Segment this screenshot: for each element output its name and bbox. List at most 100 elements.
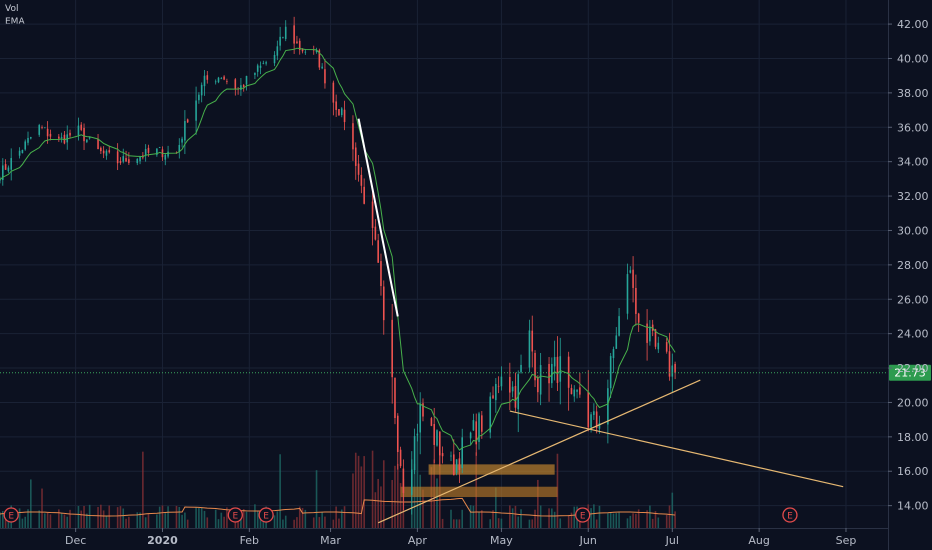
trend-lines: [357, 118, 844, 524]
x-tick-label: Feb: [240, 534, 259, 547]
volume-bar: [298, 506, 301, 528]
candle-body: [377, 240, 379, 263]
volume-bar: [318, 517, 321, 528]
candle-body: [223, 76, 225, 80]
candle-body: [88, 137, 91, 139]
volume-bar: [217, 519, 220, 528]
volume-bar: [551, 508, 553, 528]
candle-body: [567, 356, 570, 388]
candle-body: [100, 147, 102, 152]
candle-body: [119, 161, 122, 163]
zone-rect: [428, 464, 555, 475]
earnings-marker-label: E: [8, 512, 14, 522]
candle-body: [559, 356, 562, 382]
volume-bar: [102, 510, 105, 528]
volume-bar: [573, 506, 576, 528]
candle-body: [293, 25, 295, 44]
volume-bar: [245, 511, 248, 528]
legend-ema[interactable]: EMA: [5, 17, 25, 27]
x-axis[interactable]: Dec 2020 Feb Mar Apr May Jun Jul Aug Sep: [0, 528, 888, 547]
volume-bar: [100, 504, 102, 528]
candle-body: [7, 167, 10, 172]
candle-body: [332, 82, 335, 103]
candle-body: [181, 138, 183, 143]
volume-bar: [360, 466, 363, 528]
volume-bar: [242, 509, 245, 528]
candle-body: [240, 85, 242, 91]
earnings-marker: [258, 507, 274, 523]
last-price-line-layer: 21.73: [0, 364, 931, 381]
candle-body: [184, 121, 186, 141]
volume-bar: [649, 505, 651, 528]
candle-body: [343, 109, 346, 123]
candle-body: [595, 411, 598, 428]
volume-bar: [156, 514, 158, 528]
candle-body: [335, 101, 337, 110]
y-tick-label: 38.00: [897, 87, 929, 100]
candle-body: [338, 109, 340, 116]
volume-bar: [4, 515, 7, 528]
candle-body: [534, 352, 536, 381]
earnings-marker: [575, 507, 591, 523]
volume-bar: [382, 460, 385, 528]
candle-body: [58, 136, 60, 139]
candle-body: [30, 137, 32, 139]
x-tick-label: Apr: [408, 534, 428, 547]
candle-body: [371, 201, 374, 228]
volume-bar: [399, 483, 402, 528]
candle-body: [528, 330, 531, 368]
candle-body: [570, 388, 573, 395]
volume-bar: [422, 489, 424, 528]
volume-bar: [509, 505, 511, 528]
candle-body: [24, 141, 27, 150]
candle-body: [671, 365, 674, 377]
candle-body: [256, 65, 259, 72]
volume-bar: [321, 512, 323, 528]
volume-bar: [167, 506, 169, 528]
candle-body: [607, 388, 609, 425]
earnings-marker: [782, 507, 798, 523]
volume-bar: [416, 434, 419, 528]
candle-body: [531, 330, 534, 352]
y-tick-label: 30.00: [897, 224, 929, 237]
volume-bar: [108, 505, 111, 528]
volume-bar: [539, 505, 542, 528]
candle-body: [198, 94, 200, 101]
candle-body: [469, 432, 472, 439]
volume-bar: [293, 519, 295, 528]
candle-body: [394, 377, 396, 419]
volume-bar: [66, 516, 69, 528]
candle-body: [632, 269, 634, 288]
candle-body: [262, 63, 265, 65]
candle-body: [500, 376, 503, 387]
legend-vol[interactable]: Vol: [5, 4, 19, 14]
candle-body: [382, 286, 385, 321]
candle-body: [60, 137, 63, 138]
volume-bar: [30, 479, 32, 528]
volume-bar: [354, 452, 357, 528]
volume-bar: [626, 518, 629, 528]
volume-bar: [335, 506, 337, 528]
volume-bar: [492, 510, 494, 528]
earnings-marker-label: E: [787, 512, 793, 522]
volume-bar: [559, 518, 562, 528]
candle-body: [69, 132, 71, 136]
volume-bar: [276, 511, 279, 528]
y-tick-label: 28.00: [897, 259, 929, 272]
volume-bar: [88, 504, 91, 528]
volume-bar: [200, 507, 203, 528]
volume-bar: [125, 518, 127, 528]
volume-bar: [83, 505, 85, 528]
candle-body: [296, 41, 298, 44]
candle-body: [450, 455, 452, 457]
y-axis[interactable]: 14.00 16.00 18.00 20.00 22.00 24.00 26.00 28.00…: [888, 0, 929, 550]
volume-bar: [461, 509, 464, 528]
candle-body: [481, 415, 483, 432]
candle-body: [304, 51, 307, 53]
volume-bar: [178, 506, 181, 528]
volume-bar: [595, 519, 598, 528]
candle-body: [27, 137, 29, 143]
candle-body: [475, 421, 478, 445]
candle-body: [458, 458, 461, 470]
